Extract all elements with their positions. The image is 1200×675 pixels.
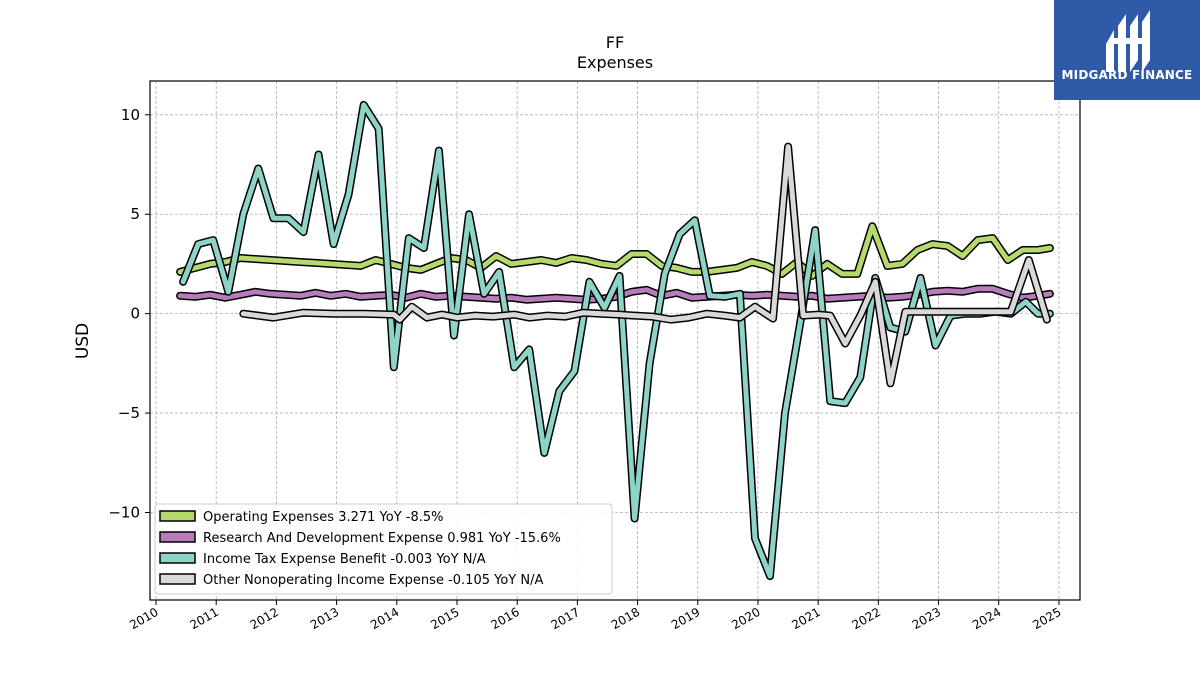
legend-label: Income Tax Expense Benefit -0.003 YoY N/… xyxy=(203,552,486,567)
y-tick-label: 5 xyxy=(130,205,140,223)
legend-label: Operating Expenses 3.271 YoY -8.5% xyxy=(203,510,444,525)
plot-area-frame xyxy=(149,80,1081,601)
x-tick-label: 2018 xyxy=(609,605,642,632)
x-tick-label: 2014 xyxy=(368,605,401,632)
x-tick-label: 2020 xyxy=(729,605,762,632)
brand-name: MIDGARD FINANCE xyxy=(1061,68,1193,82)
y-tick-label: 10 xyxy=(121,106,140,124)
x-tick-label: 2015 xyxy=(428,605,461,632)
x-tick-label: 2023 xyxy=(910,605,943,632)
x-tick-label: 2025 xyxy=(1030,605,1063,632)
legend-swatch xyxy=(159,531,196,543)
legend-swatch xyxy=(159,573,196,585)
legend-swatch xyxy=(159,552,196,564)
x-tick-label: 2021 xyxy=(789,605,822,632)
x-tick-label: 2011 xyxy=(187,605,220,632)
legend-items: Operating Expenses 3.271 YoY -8.5% Resear… xyxy=(159,510,561,588)
y-tick-label: −10 xyxy=(108,504,140,522)
chart-subtitle: Expenses xyxy=(577,53,653,72)
series-line xyxy=(177,223,1053,279)
brand-logo: MIDGARD FINANCE xyxy=(1054,0,1200,100)
x-tick-label: 2012 xyxy=(248,605,281,632)
midgard-logo-icon xyxy=(1106,10,1150,72)
y-tick-label: 0 xyxy=(130,305,140,323)
series-layer xyxy=(176,100,1054,581)
x-tick-label: 2013 xyxy=(308,605,341,632)
x-tick-label: 2016 xyxy=(488,605,521,632)
x-tick-label: 2017 xyxy=(549,605,582,632)
series-line xyxy=(177,286,1053,303)
legend: Operating Expenses 3.271 YoY -8.5% Resear… xyxy=(154,503,613,595)
series-line xyxy=(240,144,1050,386)
legend-swatch xyxy=(159,510,196,522)
y-axis-label: USD xyxy=(73,323,93,359)
x-tick-label: 2024 xyxy=(970,605,1003,632)
legend-box xyxy=(154,503,613,595)
chart-title: FF xyxy=(606,33,624,52)
x-tick-label: 2022 xyxy=(850,605,883,632)
y-tick-label: −5 xyxy=(118,404,140,422)
legend-label: Research And Development Expense 0.981 Y… xyxy=(203,531,561,546)
x-tick-label: 2019 xyxy=(669,605,702,632)
x-tick-label: 2010 xyxy=(127,605,160,632)
legend-label: Other Nonoperating Income Expense -0.105… xyxy=(203,573,543,588)
